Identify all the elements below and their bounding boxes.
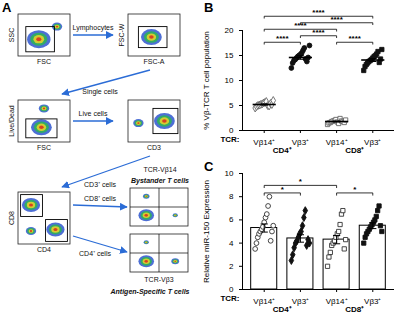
svg-text:15: 15: [225, 51, 234, 60]
svg-text:Vβ14⁺: Vβ14⁺: [253, 297, 276, 307]
html-text:A: A: [2, 0, 12, 15]
svg-text:CD3⁺ cells: CD3⁺ cells: [84, 181, 116, 188]
svg-text:FSC: FSC: [37, 144, 51, 151]
svg-text:Antigen-Specific T cells: Antigen-Specific T cells: [110, 288, 190, 296]
svg-text:TCR:: TCR:: [220, 135, 239, 144]
svg-text:2: 2: [229, 262, 234, 271]
svg-text:5: 5: [229, 101, 234, 110]
svg-text:CD8⁺: CD8⁺: [345, 305, 364, 314]
svg-text:CD8⁺: CD8⁺: [345, 146, 364, 155]
svg-text:Single cells: Single cells: [82, 88, 118, 96]
svg-text:10: 10: [225, 169, 234, 178]
svg-text:Vβ14⁺: Vβ14⁺: [325, 138, 348, 148]
svg-text:CD4⁺: CD4⁺: [273, 305, 292, 314]
svg-text:****: ****: [348, 34, 361, 43]
svg-text:****: ****: [312, 28, 325, 37]
svg-text:CD4⁺ cells: CD4⁺ cells: [79, 250, 111, 257]
svg-text:*: *: [281, 185, 285, 194]
svg-text:10: 10: [225, 76, 234, 85]
svg-text:TCR:: TCR:: [220, 294, 239, 303]
svg-text:CD8⁺ cells: CD8⁺ cells: [84, 195, 116, 202]
svg-text:0: 0: [229, 126, 234, 135]
svg-text:% Vβ-TCR T cell population: % Vβ-TCR T cell population: [202, 31, 211, 130]
svg-text:Live/Dead: Live/Dead: [8, 105, 15, 137]
svg-text:CD8: CD8: [8, 211, 15, 225]
svg-text:Vβ3⁺: Vβ3⁺: [292, 297, 309, 306]
svg-text:CD3: CD3: [147, 144, 161, 151]
html-text:C: C: [204, 159, 214, 174]
svg-text:****: ****: [276, 34, 289, 43]
svg-text:****: ****: [294, 21, 307, 30]
svg-text:*: *: [353, 185, 357, 194]
svg-text:CD4⁺: CD4⁺: [273, 146, 292, 155]
svg-text:CD4: CD4: [37, 246, 51, 253]
svg-text:Live cells: Live cells: [79, 110, 108, 117]
svg-text:FSC-W: FSC-W: [118, 23, 125, 46]
svg-text:SSC: SSC: [8, 28, 15, 42]
svg-text:Lymphocytes: Lymphocytes: [73, 24, 114, 32]
svg-text:Vβ14⁺: Vβ14⁺: [253, 138, 276, 148]
svg-text:4: 4: [229, 239, 234, 248]
svg-text:Bystander T cells: Bystander T cells: [131, 177, 189, 185]
svg-text:Vβ3⁺: Vβ3⁺: [364, 297, 381, 306]
svg-text:0: 0: [229, 285, 234, 294]
svg-text:Vβ3⁺: Vβ3⁺: [364, 138, 381, 147]
svg-text:FSC-A: FSC-A: [144, 58, 165, 65]
html-text:B: B: [204, 0, 214, 15]
svg-text:****: ****: [312, 8, 325, 17]
svg-text:Vβ14⁺: Vβ14⁺: [325, 297, 348, 307]
svg-text:TCR-Vβ3: TCR-Vβ3: [144, 276, 173, 284]
svg-text:Vβ3⁺: Vβ3⁺: [292, 138, 309, 147]
svg-text:8: 8: [229, 192, 234, 201]
svg-text:6: 6: [229, 215, 234, 224]
svg-text:TCR-Vβ14: TCR-Vβ14: [143, 166, 176, 174]
svg-text:****: ****: [330, 15, 343, 24]
svg-text:FSC: FSC: [37, 58, 51, 65]
svg-text:20: 20: [225, 26, 234, 35]
svg-text:Relative miR-150 Expression: Relative miR-150 Expression: [202, 180, 211, 283]
svg-text:*: *: [299, 177, 303, 186]
